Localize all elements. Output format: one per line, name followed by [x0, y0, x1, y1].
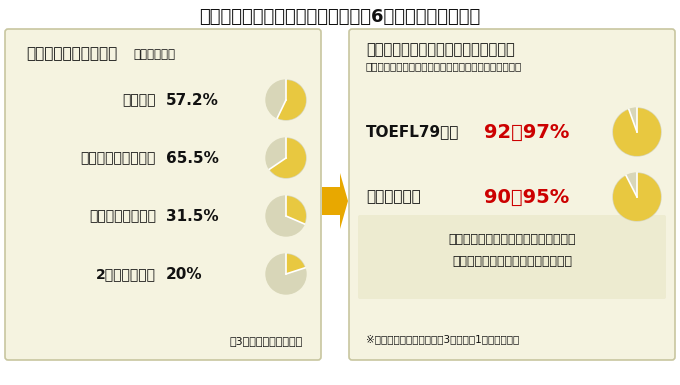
FancyBboxPatch shape: [349, 29, 675, 360]
Text: 留学英検を修了できた人のほとんどが: 留学英検を修了できた人のほとんどが: [448, 233, 576, 246]
Text: 奨学金留学プログラム参加者の卒業率: 奨学金留学プログラム参加者の卒業率: [366, 42, 515, 57]
Text: ※留学英検修了＝留学英検3レベル中1レベルを修了: ※留学英検修了＝留学英検3レベル中1レベルを修了: [366, 334, 520, 344]
Text: 31.5%: 31.5%: [166, 209, 219, 224]
Text: （参加者からのフィードバックにより全体の率を推定）: （参加者からのフィードバックにより全体の率を推定）: [366, 61, 522, 71]
Text: （全米平均）: （全米平均）: [133, 47, 175, 60]
Polygon shape: [322, 173, 348, 229]
Text: 90〜95%: 90〜95%: [484, 187, 569, 206]
Text: アメリカの大学卒業率: アメリカの大学卒業率: [26, 47, 117, 62]
Text: 92〜97%: 92〜97%: [484, 122, 569, 142]
Circle shape: [266, 254, 306, 294]
Text: 私立大学（非営利）: 私立大学（非営利）: [81, 151, 156, 165]
Wedge shape: [613, 108, 661, 156]
Text: （3年間で卒業する率）: （3年間で卒業する率）: [230, 336, 303, 346]
Circle shape: [613, 173, 661, 221]
FancyBboxPatch shape: [5, 29, 321, 360]
Wedge shape: [269, 138, 306, 178]
Text: 20%: 20%: [166, 266, 203, 281]
Text: TOEFL79以上: TOEFL79以上: [366, 124, 460, 139]
Text: アメリカの大学を無事卒業している: アメリカの大学を無事卒業している: [452, 254, 572, 268]
Wedge shape: [286, 196, 306, 224]
Circle shape: [266, 80, 306, 120]
Circle shape: [266, 138, 306, 178]
Text: 65.5%: 65.5%: [166, 151, 219, 166]
Text: 留学英検修了: 留学英検修了: [366, 189, 421, 204]
Circle shape: [613, 108, 661, 156]
Text: 57.2%: 57.2%: [166, 92, 219, 107]
Text: アメリカの大学卒業率と留学英検（6年間で卒業する率）: アメリカの大学卒業率と留学英検（6年間で卒業する率）: [199, 8, 481, 26]
Wedge shape: [277, 80, 306, 120]
Circle shape: [266, 196, 306, 236]
Wedge shape: [613, 173, 661, 221]
FancyBboxPatch shape: [358, 215, 666, 299]
Text: 私立大学（営利）: 私立大学（営利）: [89, 209, 156, 223]
Text: 2年制州立大学: 2年制州立大学: [96, 267, 156, 281]
Wedge shape: [286, 254, 305, 274]
Text: 公立大学: 公立大学: [122, 93, 156, 107]
